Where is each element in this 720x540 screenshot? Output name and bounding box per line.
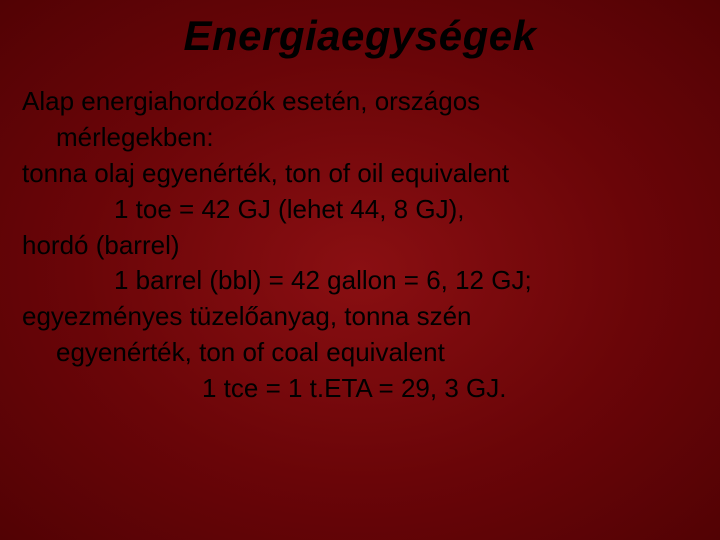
slide: Energiaegységek Alap energiahordozók ese… <box>0 0 720 540</box>
body-line-3: tonna olaj egyenérték, ton of oil equiva… <box>22 156 698 192</box>
body-line-9: 1 tce = 1 t.ETA = 29, 3 GJ. <box>22 371 698 407</box>
body-line-6: 1 barrel (bbl) = 42 gallon = 6, 12 GJ; <box>22 263 698 299</box>
body-line-5: hordó (barrel) <box>22 228 698 264</box>
body-line-1: Alap energiahordozók esetén, országos <box>22 84 698 120</box>
body-line-4: 1 toe = 42 GJ (lehet 44, 8 GJ), <box>22 192 698 228</box>
body-line-2: mérlegekben: <box>22 120 698 156</box>
slide-content: Alap energiahordozók esetén, országos mé… <box>0 84 720 407</box>
slide-title: Energiaegységek <box>0 12 720 60</box>
body-line-8: egyenérték, ton of coal equivalent <box>22 335 698 371</box>
body-line-7: egyezményes tüzelőanyag, tonna szén <box>22 299 698 335</box>
